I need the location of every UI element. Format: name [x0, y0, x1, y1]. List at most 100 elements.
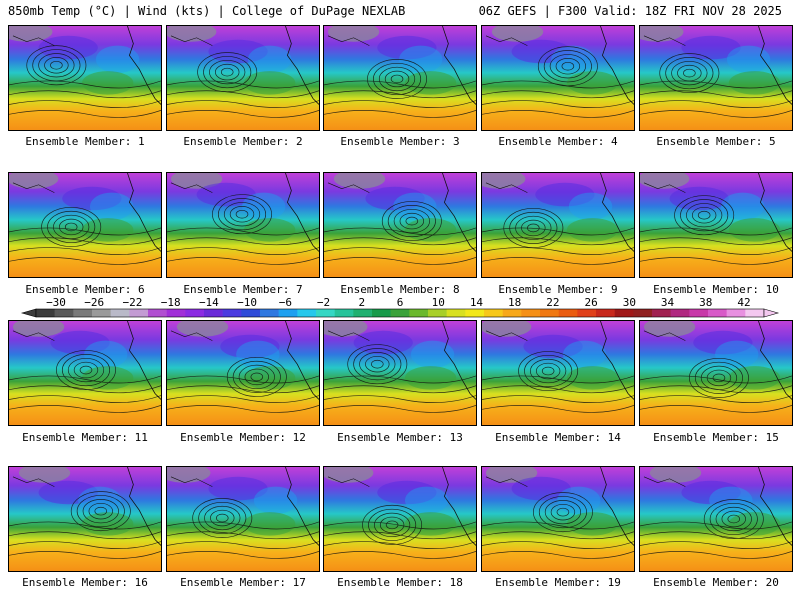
colorbar-segment: [484, 309, 503, 317]
colorbar-segment: [73, 309, 93, 317]
ensemble-member-label: Ensemble Member: 13: [337, 431, 463, 444]
colorbar-segment: [652, 309, 671, 317]
ensemble-member-label: Ensemble Member: 16: [22, 576, 148, 589]
colorbar-tick-label: −6: [278, 296, 292, 309]
run-valid-time: 06Z GEFS | F300 Valid: 18Z FRI NOV 28 20…: [478, 4, 782, 18]
colorbar-tick-label: 6: [396, 296, 404, 309]
chart-title: 850mb Temp (°C) | Wind (kts) | College o…: [8, 4, 406, 18]
colorbar-tick-label: 34: [660, 296, 675, 309]
ensemble-member-label: Ensemble Member: 11: [22, 431, 148, 444]
colorbar-scale: [20, 308, 780, 318]
colorbar-segment: [614, 309, 634, 317]
ensemble-member-label: Ensemble Member: 8: [340, 283, 460, 296]
colorbar-tick-label: −18: [160, 296, 181, 309]
colorbar-segment: [465, 309, 485, 317]
colorbar-segment: [297, 309, 317, 317]
ensemble-map-panel: [8, 25, 162, 131]
ensemble-member-label: Ensemble Member: 19: [495, 576, 621, 589]
colorbar-tick-label: 26: [584, 296, 598, 309]
ensemble-map-panel: [8, 172, 162, 278]
ensemble-map-panel: [481, 320, 635, 426]
colorbar-segment: [129, 309, 149, 317]
colorbar-segment: [558, 309, 578, 317]
ensemble-map-panel: [481, 25, 635, 131]
ensemble-member-label: Ensemble Member: 15: [653, 431, 779, 444]
colorbar-tick-label: 22: [546, 296, 560, 309]
colorbar-tick-label: −2: [316, 296, 331, 309]
ensemble-map-panel: [166, 320, 320, 426]
ensemble-map-panel: [481, 172, 635, 278]
colorbar-segment: [726, 309, 746, 317]
ensemble-map-panel: [8, 466, 162, 572]
ensemble-map-panel: [323, 466, 477, 572]
colorbar-segment: [185, 309, 205, 317]
ensemble-member-label: Ensemble Member: 9: [498, 283, 618, 296]
colorbar-segment: [110, 309, 130, 317]
colorbar-segment: [540, 309, 559, 317]
colorbar-segment: [745, 309, 765, 317]
colorbar-segment: [316, 309, 335, 317]
ensemble-member-label: Ensemble Member: 2: [183, 135, 303, 148]
ensemble-member-label: Ensemble Member: 6: [25, 283, 145, 296]
ensemble-map-panel: [323, 320, 477, 426]
colorbar-segment: [689, 309, 709, 317]
colorbar-segment: [353, 309, 373, 317]
colorbar-tick-label: −10: [237, 296, 258, 309]
ensemble-map-panel: [639, 466, 793, 572]
ensemble-member-label: Ensemble Member: 18: [337, 576, 463, 589]
colorbar-segment: [521, 309, 541, 317]
ensemble-map-panel: [639, 25, 793, 131]
colorbar-tick-label: 10: [431, 296, 445, 309]
colorbar-tick-label: −22: [122, 296, 143, 309]
colorbar-segment: [446, 309, 466, 317]
colorbar-segment: [428, 309, 447, 317]
colorbar-segment: [241, 309, 261, 317]
ensemble-member-label: Ensemble Member: 7: [183, 283, 303, 296]
colorbar-segment: [577, 309, 597, 317]
ensemble-member-label: Ensemble Member: 17: [180, 576, 306, 589]
ensemble-map-panel: [166, 25, 320, 131]
colorbar-segment: [36, 309, 55, 317]
colorbar-segment: [708, 309, 727, 317]
ensemble-map-panel: [323, 25, 477, 131]
colorbar-segment: [222, 309, 242, 317]
ensemble-member-label: Ensemble Member: 12: [180, 431, 306, 444]
ensemble-map-panel: [639, 320, 793, 426]
colorbar-segment: [92, 309, 111, 317]
colorbar-segment: [278, 309, 298, 317]
colorbar-tick-label: 18: [508, 296, 522, 309]
colorbar-right-arrow: [763, 308, 780, 318]
ensemble-member-label: Ensemble Member: 14: [495, 431, 621, 444]
colorbar-segment: [502, 309, 522, 317]
ensemble-map-panel: [323, 172, 477, 278]
colorbar-tick-label: −14: [198, 296, 219, 309]
colorbar-segment: [390, 309, 410, 317]
colorbar-tick-label: −30: [46, 296, 66, 309]
colorbar-tick-label: 42: [737, 296, 751, 309]
colorbar-segment: [166, 309, 186, 317]
ensemble-member-label: Ensemble Member: 1: [25, 135, 145, 148]
colorbar-segment: [260, 309, 279, 317]
colorbar-tick-label: 2: [358, 296, 366, 309]
colorbar-segment: [670, 309, 690, 317]
colorbar-segment: [204, 309, 223, 317]
colorbar-segment: [334, 309, 354, 317]
colorbar-segment: [633, 309, 653, 317]
colorbar-segment: [54, 309, 74, 317]
ensemble-member-label: Ensemble Member: 4: [498, 135, 618, 148]
ensemble-member-label: Ensemble Member: 20: [653, 576, 779, 589]
temperature-colorbar: −30 −26 −22 −18 −14 −10 −6 −2 2 6 10 14 18 22 26 30 34 38…: [14, 296, 786, 319]
ensemble-map-panel: [166, 466, 320, 572]
ensemble-map-panel: [639, 172, 793, 278]
ensemble-member-label: Ensemble Member: 5: [656, 135, 776, 148]
ensemble-map-panel: [8, 320, 162, 426]
ensemble-map-panel: [481, 466, 635, 572]
colorbar-tick-label: −26: [84, 296, 105, 309]
colorbar-tick-label: 30: [622, 296, 636, 309]
ensemble-member-label: Ensemble Member: 3: [340, 135, 460, 148]
colorbar-segment: [409, 309, 429, 317]
colorbar-segment: [596, 309, 615, 317]
colorbar-left-arrow: [20, 308, 37, 318]
colorbar-tick-label: 14: [469, 296, 484, 309]
colorbar-segment: [372, 309, 391, 317]
